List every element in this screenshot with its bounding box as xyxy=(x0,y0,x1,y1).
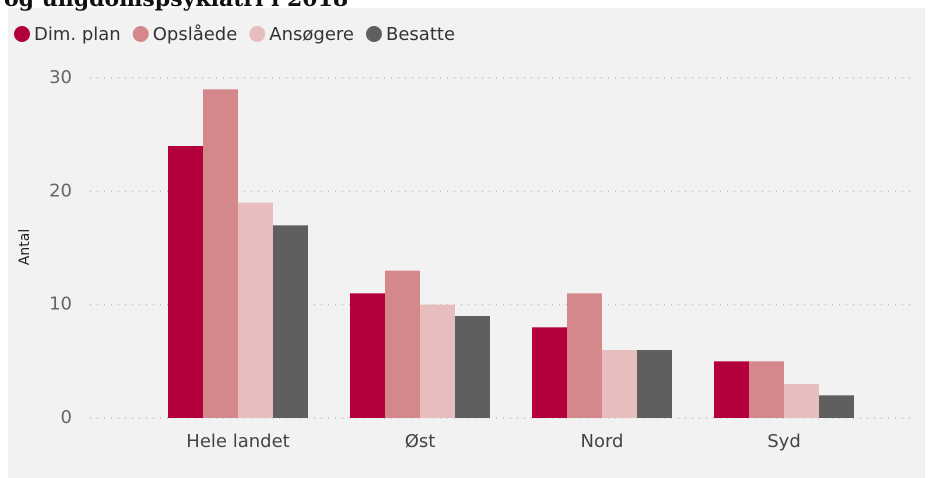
x-tick-label: Øst xyxy=(405,431,436,452)
y-axis-label: Antal xyxy=(17,229,33,265)
chart-title: og ungdomspsykiatri i 2018 xyxy=(4,0,348,12)
bar xyxy=(420,304,455,418)
bar xyxy=(819,395,854,418)
x-tick-label: Nord xyxy=(581,431,624,452)
y-tick-label: 10 xyxy=(49,294,72,315)
x-tick-label: Hele landet xyxy=(186,431,289,452)
bar xyxy=(602,350,637,418)
bar xyxy=(567,293,602,418)
legend-label: Opslåede xyxy=(153,24,238,45)
y-tick-label: 0 xyxy=(61,407,72,428)
legend-label: Dim. plan xyxy=(34,24,121,45)
bar xyxy=(532,327,567,418)
bar xyxy=(784,384,819,418)
bar xyxy=(385,270,420,418)
bar xyxy=(350,293,385,418)
bar xyxy=(637,350,672,418)
bar xyxy=(455,316,490,418)
legend-marker xyxy=(249,26,266,42)
y-tick-label: 20 xyxy=(49,180,72,201)
y-tick-label: 30 xyxy=(49,67,72,88)
legend-marker xyxy=(14,26,30,42)
legend-marker xyxy=(132,26,149,42)
legend-label: Ansøgere xyxy=(269,24,354,45)
bar xyxy=(168,146,203,418)
bar xyxy=(238,202,273,418)
legend-marker xyxy=(366,26,382,42)
bar xyxy=(203,89,238,418)
legend-label: Besatte xyxy=(386,24,455,45)
bar xyxy=(273,225,308,418)
bar xyxy=(749,361,784,418)
bar xyxy=(714,361,749,418)
x-tick-label: Syd xyxy=(767,431,801,452)
